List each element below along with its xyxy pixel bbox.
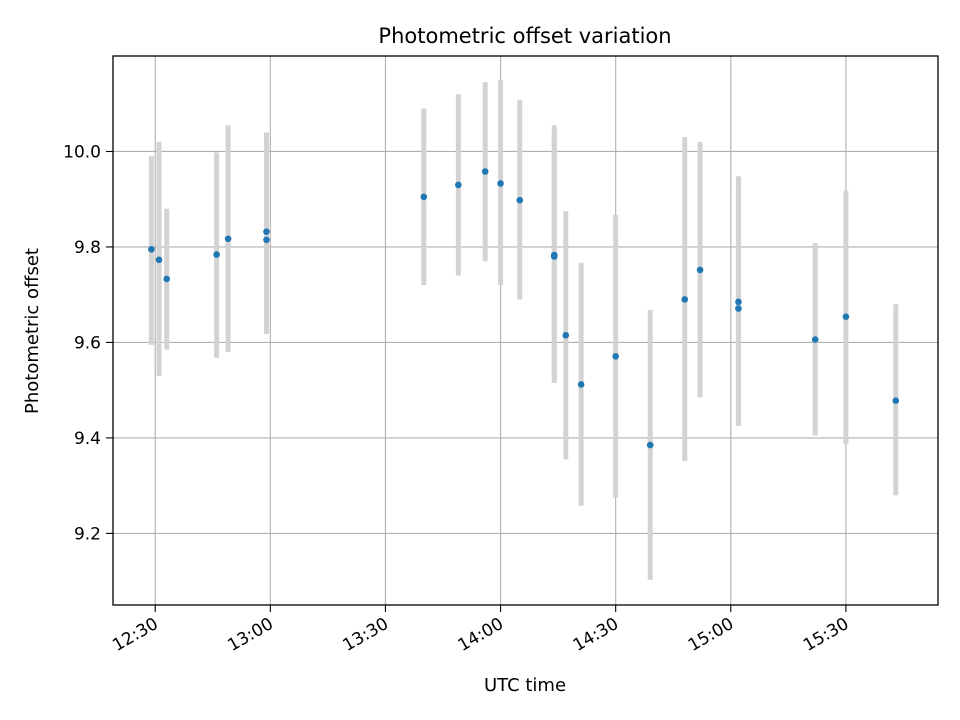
data-point [163, 275, 171, 283]
data-point [646, 441, 654, 449]
data-point [481, 168, 489, 175]
y-tick-label: 10.0 [63, 142, 101, 162]
data-point [577, 381, 585, 388]
data-point [735, 298, 742, 306]
data-point [550, 253, 558, 260]
data-point [263, 228, 270, 235]
data-point [892, 397, 900, 404]
y-axis-label: Photometric offset [22, 248, 43, 414]
y-tick-label: 9.2 [74, 524, 101, 544]
x-axis-label: UTC time [484, 675, 566, 696]
data-point [148, 246, 155, 253]
grid [113, 56, 938, 605]
data-point [562, 331, 570, 339]
data-point [612, 352, 619, 360]
plot-frame [112, 55, 939, 606]
data-point [735, 305, 742, 312]
data-point [420, 193, 428, 201]
data-point [224, 235, 232, 243]
y-tick-label: 9.8 [74, 238, 101, 258]
data-point [811, 336, 819, 343]
chart-title: Photometric offset variation [378, 24, 671, 48]
data-point [213, 251, 220, 258]
data-point [155, 256, 163, 264]
data-point [455, 181, 462, 189]
data-point [696, 266, 704, 274]
data-point [681, 296, 689, 303]
data-point [263, 236, 270, 244]
data-point [842, 313, 850, 320]
data-point [497, 180, 504, 187]
y-tick-label: 9.4 [74, 429, 101, 449]
data-point [516, 196, 524, 204]
data-points [148, 168, 900, 449]
y-tick-label: 9.6 [74, 333, 101, 353]
